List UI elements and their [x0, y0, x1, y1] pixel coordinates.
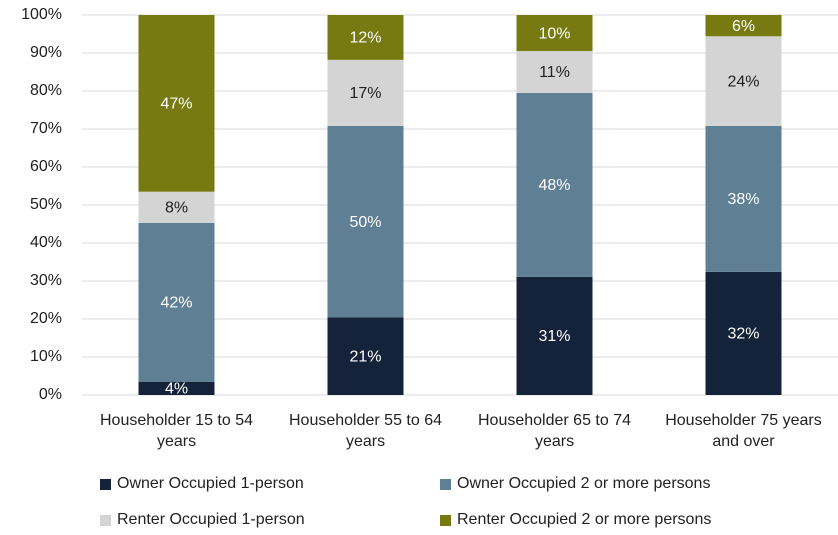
legend-swatch	[440, 514, 451, 526]
x-tick-label: Householder 55 to 64 years	[289, 412, 442, 450]
bar-segment	[705, 15, 782, 37]
legend-label: Renter Occupied 1-person	[117, 511, 305, 528]
data-label: 24%	[727, 73, 759, 90]
y-tick-label: 0%	[39, 386, 62, 403]
data-label: 21%	[349, 348, 381, 365]
legend-label: Renter Occupied 2 or more persons	[457, 511, 712, 528]
bar-segment	[705, 271, 782, 395]
data-label: 31%	[538, 328, 570, 345]
data-label: 12%	[349, 30, 381, 47]
y-tick-label: 70%	[30, 120, 62, 137]
data-label: 38%	[727, 191, 759, 208]
data-label: 4%	[165, 381, 188, 398]
x-tick-label: Householder 75 years and over	[665, 412, 822, 450]
data-label: 32%	[727, 326, 759, 343]
data-label: 48%	[538, 177, 570, 194]
legend-label: Owner Occupied 2 or more persons	[457, 475, 711, 492]
x-tick-label: Householder 15 to 54 years	[100, 412, 253, 450]
x-tick-label: Householder 65 to 74 years	[478, 412, 631, 450]
y-tick-label: 30%	[30, 272, 62, 289]
legend-label: Owner Occupied 1-person	[117, 475, 304, 492]
legend-item: Renter Occupied 1-person	[100, 511, 305, 529]
y-tick-label: 90%	[30, 44, 62, 61]
legend-item: Owner Occupied 1-person	[100, 475, 304, 493]
legend-swatch	[100, 478, 111, 490]
data-label: 11%	[539, 64, 570, 81]
data-label: 50%	[349, 214, 381, 231]
bar-segment	[138, 191, 215, 223]
data-label: 17%	[349, 85, 381, 102]
bar-segment	[138, 222, 215, 382]
data-label: 10%	[538, 25, 570, 42]
bar-segment	[516, 276, 593, 395]
legend-swatch	[440, 478, 451, 490]
bar-segment	[516, 15, 593, 52]
y-tick-label: 100%	[21, 6, 62, 23]
legend-item: Owner Occupied 2 or more persons	[440, 475, 710, 493]
bar-segment	[705, 125, 782, 272]
bar-segment	[705, 36, 782, 126]
bar-segment	[138, 381, 215, 395]
bar-segment	[516, 92, 593, 277]
y-tick-label: 10%	[30, 348, 62, 365]
bar-segment	[327, 317, 404, 395]
y-tick-label: 20%	[30, 310, 62, 327]
y-tick-label: 40%	[30, 234, 62, 251]
bar-segment	[516, 51, 593, 93]
data-label: 8%	[165, 199, 188, 216]
data-label: 6%	[732, 18, 755, 35]
y-tick-label: 60%	[30, 158, 62, 175]
legend-item: Renter Occupied 2 or more persons	[440, 511, 711, 529]
bar-segment	[138, 15, 215, 192]
y-tick-label: 50%	[30, 196, 62, 213]
bar-segment	[327, 15, 404, 60]
data-label: 42%	[160, 294, 192, 311]
y-tick-label: 80%	[30, 82, 62, 99]
bar-segment	[327, 59, 404, 126]
bar-segment	[327, 125, 404, 318]
data-label: 47%	[160, 96, 192, 113]
legend-swatch	[100, 514, 111, 526]
